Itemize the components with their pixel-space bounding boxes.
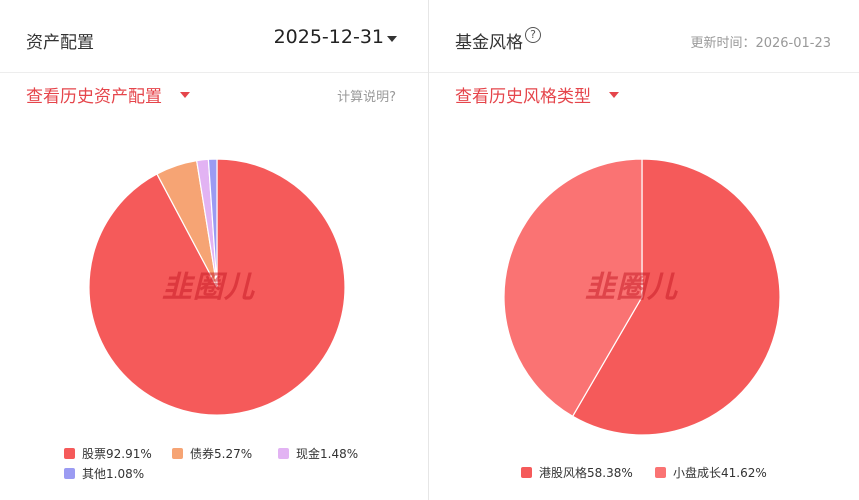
pie-slice-small-cap-growth[interactable] [503,158,643,418]
history-style-type-link[interactable]: 查看历史风格类型 [455,87,591,107]
asset-allocation-panel: 资产配置 2025-12-31 查看历史资产配置 计算说明? 韭圈儿 股票92.… [0,0,429,500]
report-date-select[interactable]: 2025-12-31 [273,26,384,48]
caret-down-icon[interactable] [609,92,619,98]
legend-swatch [278,448,289,459]
legend-swatch [521,467,532,478]
update-time: 更新时间：2026-01-23 [690,36,831,51]
caret-down-icon[interactable] [180,92,190,98]
asset-allocation-header: 资产配置 2025-12-31 [0,0,428,73]
fund-style-title: 基金风格 [455,33,523,53]
asset-allocation-title: 资产配置 [26,33,94,53]
legend-item-small-cap-growth: 小盘成长41.62% [655,464,767,481]
fund-style-pie-chart [503,158,781,436]
asset-allocation-pie-chart [88,158,346,416]
legend-swatch [64,468,75,479]
legend-item-hk-stock-style: 港股风格58.38% [521,464,633,481]
caret-down-icon[interactable] [387,36,397,42]
legend-item-stock: 股票92.91% [64,445,152,462]
pie-slice-other[interactable] [207,158,218,288]
calculation-note-link[interactable]: 计算说明? [337,90,396,105]
legend-swatch [172,448,183,459]
legend-swatch [655,467,666,478]
legend-item-bond: 债券5.27% [172,445,252,462]
fund-style-header: 基金风格 ? 更新时间：2026-01-23 [429,0,859,73]
history-asset-allocation-link[interactable]: 查看历史资产配置 [26,87,162,107]
help-icon[interactable]: ? [525,27,541,43]
fund-style-panel: 基金风格 ? 更新时间：2026-01-23 查看历史风格类型 韭圈儿 港股风格… [429,0,859,500]
legend-item-other: 其他1.08% [64,465,144,482]
watermark-logo: 韭圈儿 [162,270,255,305]
legend-swatch [64,448,75,459]
pie-slice-hk-stock-style[interactable] [571,158,781,436]
watermark-logo: 韭圈儿 [585,270,678,305]
legend-item-cash: 现金1.48% [278,445,358,462]
